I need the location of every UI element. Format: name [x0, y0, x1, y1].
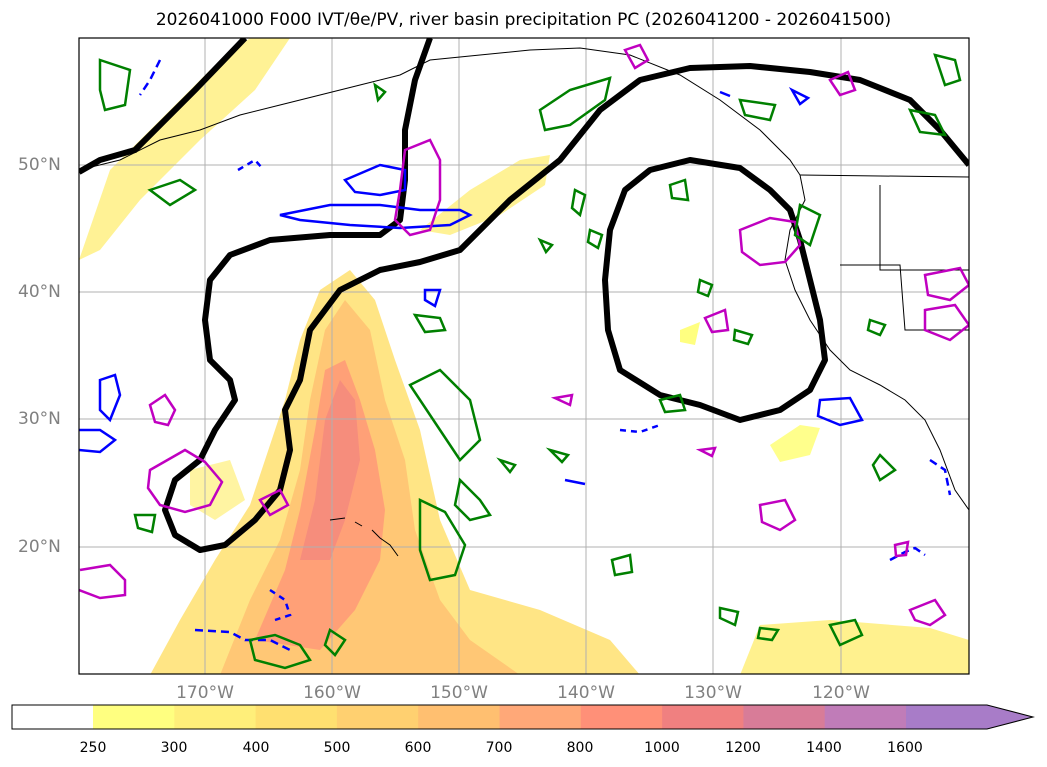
colorbar-segment: [825, 705, 907, 729]
colorbar-segment: [500, 705, 582, 729]
lat-label-30n: 30°N: [18, 409, 61, 429]
colorbar-tick-1600: 1600: [887, 740, 923, 756]
colorbar-tick-400: 400: [243, 740, 270, 756]
colorbar-tick-1200: 1200: [725, 740, 761, 756]
colorbar-tick-250: 250: [80, 740, 107, 756]
colorbar-segment: [256, 705, 338, 729]
colorbar-tick-700: 700: [486, 740, 513, 756]
colorbar-segment-below: [12, 705, 93, 729]
colorbar-tick-600: 600: [405, 740, 432, 756]
lat-label-20n: 20°N: [18, 537, 61, 557]
colorbar-segment: [662, 705, 744, 729]
colorbar-segment: [581, 705, 663, 729]
colorbar-tick-1000: 1000: [644, 740, 680, 756]
colorbar: [0, 700, 1047, 740]
colorbar-tick-800: 800: [567, 740, 594, 756]
colorbar-segment: [906, 705, 1033, 729]
colorbar-segment: [93, 705, 175, 729]
colorbar-segment: [418, 705, 500, 729]
colorbar-tick-1400: 1400: [806, 740, 842, 756]
colorbar-segment: [174, 705, 256, 729]
map-panel: [0, 0, 1047, 700]
colorbar-segment: [743, 705, 825, 729]
colorbar-segment: [337, 705, 419, 729]
colorbar-tick-500: 500: [324, 740, 351, 756]
lat-label-50n: 50°N: [18, 155, 61, 175]
colorbar-tick-300: 300: [161, 740, 188, 756]
lat-label-40n: 40°N: [18, 282, 61, 302]
